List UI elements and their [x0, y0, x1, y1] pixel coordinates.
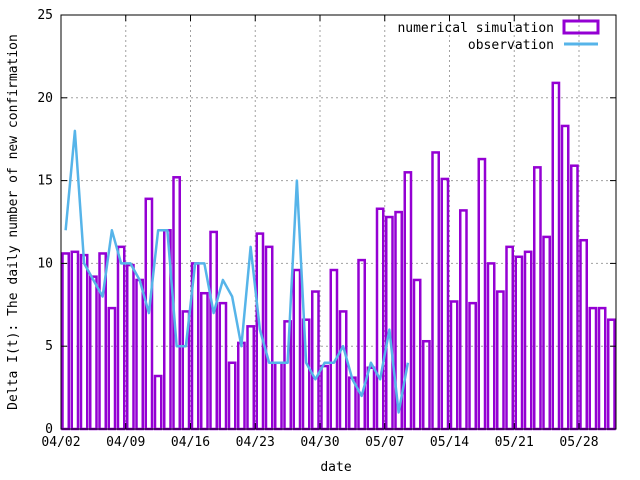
simulation-bar [403, 171, 413, 431]
simulation-bar [311, 290, 320, 431]
simulation-bar [227, 361, 237, 431]
simulation-bar [449, 300, 459, 431]
simulation-bar [607, 318, 616, 431]
x-tick-label: 04/02 [41, 435, 80, 450]
y-tick-label: 10 [37, 256, 53, 271]
y-tick-label: 15 [37, 174, 53, 189]
simulation-bar [459, 209, 468, 431]
simulation-bar [496, 290, 505, 431]
simulation-bar [514, 255, 524, 431]
simulation-bar [597, 306, 607, 431]
simulation-bar [588, 306, 598, 431]
simulation-bar [551, 81, 561, 431]
simulation-bar [533, 166, 542, 431]
x-tick-label: 05/28 [559, 435, 598, 450]
simulation-bar [320, 364, 329, 431]
y-axis-label: Delta I(t): The daily number of new conf… [6, 34, 21, 410]
simulation-bar [200, 291, 209, 431]
simulation-bar [412, 278, 422, 431]
simulation-bar [79, 253, 89, 431]
simulation-bar [237, 341, 246, 431]
simulation-bar [89, 275, 98, 431]
simulation-bar [264, 245, 274, 431]
simulation-bar [385, 215, 394, 431]
plot-frame [60, 14, 617, 430]
observation-line [64, 129, 410, 414]
x-tick-label: 04/23 [236, 435, 275, 450]
simulation-bar [560, 124, 570, 431]
y-tick-label: 20 [37, 91, 53, 106]
axes-layer [60, 14, 617, 430]
simulation-bar [135, 278, 144, 431]
x-tick-label: 05/21 [495, 435, 534, 450]
grid-layer [61, 15, 616, 429]
legend: numerical simulation observation [397, 19, 600, 53]
y-tick-label: 5 [45, 339, 53, 354]
simulation-bar [338, 310, 348, 431]
simulation-bar [274, 361, 283, 431]
simulation-bar [292, 268, 302, 431]
simulation-bar [570, 164, 579, 431]
x-axis-label: date [320, 460, 351, 475]
simulation-bar [70, 250, 80, 431]
legend-label-observation: observation [468, 38, 554, 53]
simulation-bar [422, 339, 431, 431]
x-tick-label: 05/07 [365, 435, 404, 450]
x-tick-label: 05/14 [430, 435, 469, 450]
y-tick-label: 25 [37, 8, 53, 23]
simulation-bar [329, 268, 339, 431]
x-tick-label: 04/16 [171, 435, 210, 450]
simulation-bar [542, 235, 551, 431]
simulation-bar [505, 245, 514, 431]
simulation-bars [61, 81, 616, 431]
legend-swatch-simulation [562, 19, 600, 35]
simulation-bar [468, 301, 477, 431]
y-tick-label: 0 [45, 422, 53, 437]
legend-label-simulation: numerical simulation [397, 21, 554, 36]
simulation-bar [579, 238, 588, 431]
simulation-bar [153, 374, 163, 431]
simulation-bar [107, 306, 117, 431]
observation-line-layer [64, 129, 410, 414]
simulation-bar [357, 258, 366, 431]
simulation-bar [126, 263, 135, 431]
simulation-bar [218, 301, 228, 431]
simulation-bar [116, 245, 126, 431]
simulation-bar [366, 366, 376, 431]
simulation-bar [209, 230, 218, 431]
simulation-bar [440, 177, 450, 431]
simulation-bar [61, 252, 70, 431]
tick-labels: 0 5 10 15 20 25 04/02 04/09 04/16 04/23 04/30 05/07… [37, 8, 598, 450]
x-tick-label: 04/30 [300, 435, 339, 450]
simulation-bar [523, 250, 533, 431]
simulation-bar [431, 151, 440, 431]
simulation-bar [375, 207, 385, 431]
simulation-bar [477, 157, 487, 431]
x-tick-label: 04/09 [106, 435, 145, 450]
simulation-bar [246, 325, 255, 431]
